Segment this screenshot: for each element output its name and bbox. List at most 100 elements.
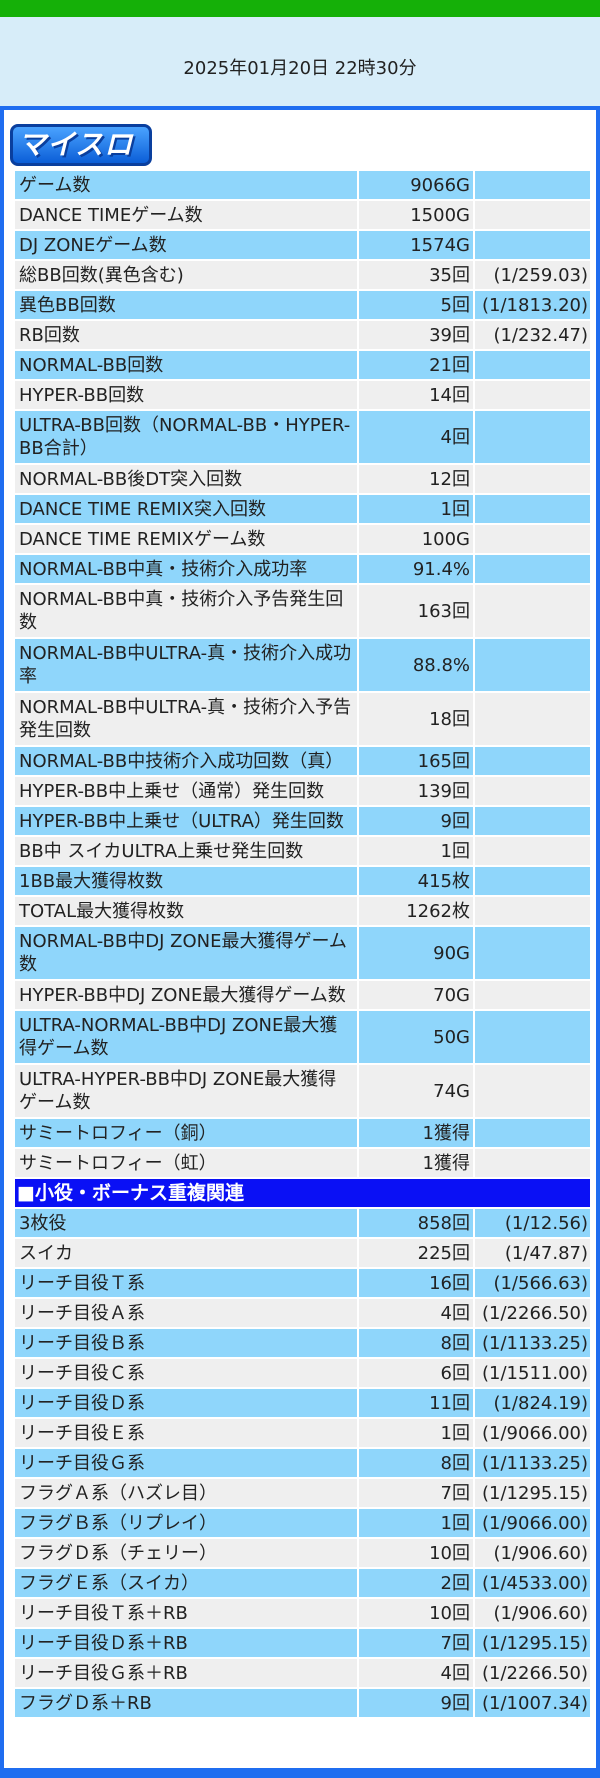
row-ratio: (1/1007.34) <box>475 1689 590 1717</box>
row-value: 5回 <box>359 291 473 319</box>
row-ratio <box>475 411 590 463</box>
main-stats-group: ゲーム数 9066G DANCE TIMEゲーム数 1500G DJ ZONEゲーム数 1… <box>15 171 590 1177</box>
row-label: フラグＢ系（リプレイ） <box>15 1509 357 1537</box>
row-value: 11回 <box>359 1389 473 1417</box>
row-ratio: (1/2266.50) <box>475 1659 590 1687</box>
table-row: リーチ目役Ｄ系＋RB 7回 (1/1295.15) <box>15 1629 590 1657</box>
table-row: 1BB最大獲得枚数 415枚 <box>15 867 590 895</box>
row-value: 70G <box>359 981 473 1009</box>
row-ratio <box>475 837 590 865</box>
row-value: 90G <box>359 927 473 979</box>
row-value: 10回 <box>359 1539 473 1567</box>
row-ratio <box>475 381 590 409</box>
row-value: 1500G <box>359 201 473 229</box>
row-value: 16回 <box>359 1269 473 1297</box>
row-value: 6回 <box>359 1359 473 1387</box>
table-row: リーチ目役Ａ系 4回 (1/2266.50) <box>15 1299 590 1327</box>
row-label: 1BB最大獲得枚数 <box>15 867 357 895</box>
table-row: リーチ目役Ｃ系 6回 (1/1511.00) <box>15 1359 590 1387</box>
row-ratio: (1/824.19) <box>475 1389 590 1417</box>
row-ratio <box>475 465 590 493</box>
table-row: フラグＥ系（スイカ） 2回 (1/4533.00) <box>15 1569 590 1597</box>
small-roles-group: 3枚役 858回 (1/12.56) スイカ 225回 (1/47.87) リーチ目役Ｔ系 1… <box>15 1209 590 1717</box>
row-label: HYPER-BB中DJ ZONE最大獲得ゲーム数 <box>15 981 357 1009</box>
table-row: NORMAL-BB中真・技術介入予告発生回数 163回 <box>15 585 590 637</box>
row-ratio: (1/1813.20) <box>475 291 590 319</box>
row-label: リーチ目役Ｅ系 <box>15 1419 357 1447</box>
row-value: 4回 <box>359 1299 473 1327</box>
row-ratio <box>475 897 590 925</box>
row-label: NORMAL-BB中技術介入成功回数（真） <box>15 747 357 775</box>
row-value: 1回 <box>359 495 473 523</box>
table-row: リーチ目役Ｄ系 11回 (1/824.19) <box>15 1389 590 1417</box>
row-value: 1回 <box>359 837 473 865</box>
row-label: フラグＤ系＋RB <box>15 1689 357 1717</box>
row-label: DANCE TIMEゲーム数 <box>15 201 357 229</box>
row-ratio: (1/47.87) <box>475 1239 590 1267</box>
row-value: 8回 <box>359 1449 473 1477</box>
row-value: 9回 <box>359 807 473 835</box>
row-ratio <box>475 1065 590 1117</box>
row-value: 4回 <box>359 1659 473 1687</box>
row-value: 14回 <box>359 381 473 409</box>
table-row: HYPER-BB中上乗せ（通常）発生回数 139回 <box>15 777 590 805</box>
row-value: 9066G <box>359 171 473 199</box>
row-ratio: (1/12.56) <box>475 1209 590 1237</box>
row-label: NORMAL-BB中真・技術介入成功率 <box>15 555 357 583</box>
row-label: NORMAL-BB中ULTRA-真・技術介入予告発生回数 <box>15 693 357 745</box>
row-label: ゲーム数 <box>15 171 357 199</box>
table-row: NORMAL-BB回数 21回 <box>15 351 590 379</box>
row-ratio <box>475 231 590 259</box>
row-label: 総BB回数(異色含む) <box>15 261 357 289</box>
row-ratio: (1/2266.50) <box>475 1299 590 1327</box>
table-row: 総BB回数(異色含む) 35回 (1/259.03) <box>15 261 590 289</box>
row-ratio <box>475 807 590 835</box>
row-value: 74G <box>359 1065 473 1117</box>
logo-text: マイスロ <box>18 128 134 161</box>
row-label: DJ ZONEゲーム数 <box>15 231 357 259</box>
row-label: NORMAL-BB中ULTRA-真・技術介入成功率 <box>15 639 357 691</box>
row-value: 165回 <box>359 747 473 775</box>
row-ratio <box>475 747 590 775</box>
row-label: リーチ目役Ｔ系 <box>15 1269 357 1297</box>
table-row: リーチ目役Ｅ系 1回 (1/9066.00) <box>15 1419 590 1447</box>
table-row: BB中 スイカULTRA上乗せ発生回数 1回 <box>15 837 590 865</box>
row-value: 39回 <box>359 321 473 349</box>
row-label: DANCE TIME REMIXゲーム数 <box>15 525 357 553</box>
table-row: 3枚役 858回 (1/12.56) <box>15 1209 590 1237</box>
row-label: NORMAL-BB後DT突入回数 <box>15 465 357 493</box>
row-value: 8回 <box>359 1329 473 1357</box>
top-status-bar <box>0 0 600 17</box>
row-value: 139回 <box>359 777 473 805</box>
table-row: HYPER-BB回数 14回 <box>15 381 590 409</box>
row-value: 1獲得 <box>359 1149 473 1177</box>
row-value: 88.8% <box>359 639 473 691</box>
row-value: 1回 <box>359 1419 473 1447</box>
row-ratio <box>475 693 590 745</box>
table-row: ULTRA-HYPER-BB中DJ ZONE最大獲得ゲーム数 74G <box>15 1065 590 1117</box>
row-value: 1262枚 <box>359 897 473 925</box>
table-row: NORMAL-BB中ULTRA-真・技術介入成功率 88.8% <box>15 639 590 691</box>
row-ratio: (1/906.60) <box>475 1599 590 1627</box>
row-ratio <box>475 639 590 691</box>
row-value: 4回 <box>359 411 473 463</box>
row-value: 50G <box>359 1011 473 1063</box>
row-ratio <box>475 171 590 199</box>
row-label: TOTAL最大獲得枚数 <box>15 897 357 925</box>
table-row: リーチ目役Ｂ系 8回 (1/1133.25) <box>15 1329 590 1357</box>
date-header: 2025年01月20日 22時30分 <box>0 17 600 106</box>
row-label: ULTRA-NORMAL-BB中DJ ZONE最大獲得ゲーム数 <box>15 1011 357 1063</box>
row-label: リーチ目役Ｃ系 <box>15 1359 357 1387</box>
row-label: フラグＡ系（ハズレ目） <box>15 1479 357 1507</box>
row-label: DANCE TIME REMIX突入回数 <box>15 495 357 523</box>
row-ratio <box>475 201 590 229</box>
row-ratio <box>475 777 590 805</box>
section-header-small-roles: ■小役・ボーナス重複関連 <box>15 1179 590 1207</box>
table-row: NORMAL-BB中ULTRA-真・技術介入予告発生回数 18回 <box>15 693 590 745</box>
row-label: HYPER-BB中上乗せ（通常）発生回数 <box>15 777 357 805</box>
row-ratio <box>475 1119 590 1147</box>
row-value: 35回 <box>359 261 473 289</box>
row-value: 163回 <box>359 585 473 637</box>
row-ratio: (1/232.47) <box>475 321 590 349</box>
logo-background <box>10 124 152 166</box>
